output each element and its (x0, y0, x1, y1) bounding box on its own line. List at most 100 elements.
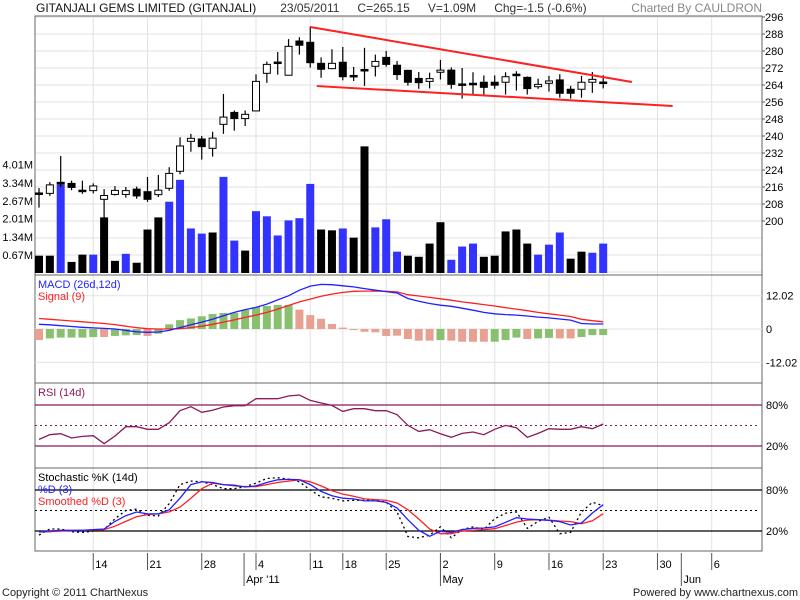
candle-body (89, 185, 98, 192)
volume-axis-label: 1.34M (2, 232, 33, 244)
candle-body (317, 62, 326, 70)
month-label: Apr '11 (246, 574, 280, 586)
candle-body (512, 73, 521, 77)
macd-histogram-bar (121, 329, 130, 336)
candle-body (78, 189, 87, 193)
volume-bar (121, 253, 130, 273)
macd-histogram-bar (295, 309, 304, 329)
macd-histogram-bar (512, 329, 521, 338)
candle-body (382, 56, 391, 65)
candle-body (544, 80, 553, 84)
volume-bar (490, 255, 499, 273)
candle-body (577, 81, 586, 90)
candle-body (469, 82, 477, 86)
powered-by-link[interactable]: Powered by www.chartnexus.com (632, 587, 798, 599)
volume-bar (599, 243, 608, 273)
x-tick-label: 21 (150, 559, 162, 571)
macd-histogram-bar (78, 329, 87, 338)
volume-bar (35, 255, 43, 273)
macd-histogram-bar (327, 324, 336, 329)
macd-histogram-bar (241, 309, 250, 329)
candle-body (241, 113, 250, 120)
volume-bar (393, 251, 402, 273)
candle-body (555, 79, 564, 94)
macd-histogram-bar (425, 329, 434, 341)
volume-bar (100, 217, 109, 273)
chart-title: GITANJALI GEMS LIMITED (GITANJALI) (36, 1, 257, 15)
candle-body (566, 88, 575, 94)
price-axis-label: 200 (765, 216, 783, 228)
volume-axis-label: 2.01M (2, 214, 33, 226)
macd-histogram-bar (67, 329, 76, 338)
macd-histogram-bar (479, 329, 488, 342)
candle-body (436, 69, 445, 73)
candle-body (45, 184, 54, 194)
volume-bar (197, 233, 206, 273)
month-label: May (442, 574, 463, 586)
macd-histogram-bar (284, 304, 293, 329)
volume-bar (523, 243, 532, 273)
macd-histogram-bar (371, 329, 380, 333)
price-axis-label: 216 (765, 182, 783, 194)
volume-bar (349, 237, 358, 273)
volume-bar (154, 217, 163, 273)
volume-bar (414, 256, 423, 273)
x-tick-label: 6 (714, 559, 720, 571)
macd-histogram-bar (436, 329, 445, 341)
volume-bar (382, 219, 391, 273)
volume-bar (555, 232, 564, 273)
x-tick-label: 2 (442, 559, 448, 571)
trendline-upper (310, 26, 633, 84)
volume-axis-label: 0.67M (2, 250, 33, 262)
month-label: Jun (683, 574, 701, 586)
candle-body (534, 83, 543, 88)
macd-histogram-bar (219, 312, 228, 329)
candle-body (360, 68, 369, 72)
candle-body (67, 182, 76, 188)
candle-body (35, 192, 43, 195)
rsi-line (38, 394, 604, 445)
x-tick-label: 30 (659, 559, 671, 571)
volume-bar (67, 261, 76, 273)
candle-body (393, 64, 402, 76)
macd-histogram-bar (360, 329, 369, 332)
candle-body (501, 76, 510, 83)
rsi-panel (34, 382, 763, 469)
price-axis-label: 264 (765, 80, 783, 92)
stochastic-d-line (38, 478, 604, 538)
volume-bar (143, 229, 152, 273)
charted-by: Charted By CAULDRON (631, 1, 762, 15)
candle-body (479, 81, 488, 88)
volume-bar (56, 184, 65, 273)
volume-bar (425, 243, 434, 273)
x-tick-label: 23 (605, 559, 617, 571)
volume-bar (403, 255, 412, 273)
candle-body (295, 40, 304, 46)
candle-body (230, 111, 239, 120)
price-axis-label: 288 (765, 29, 783, 41)
candle-body (100, 195, 109, 200)
candle-body (121, 190, 130, 195)
candle-body (219, 116, 228, 125)
macd-histogram-bar (566, 329, 575, 339)
x-tick-label: 11 (312, 559, 323, 571)
x-tick-label: 4 (258, 559, 264, 571)
signal-line (38, 290, 604, 330)
quote-date: 23/05/2011 (280, 1, 340, 15)
volume-bar (577, 251, 586, 273)
volume-bar (186, 228, 195, 273)
candle-body (208, 137, 217, 149)
macd-histogram-bar (393, 329, 402, 336)
macd-histogram-bar (403, 329, 412, 339)
macd-histogram-bar (414, 329, 423, 341)
candle-body (176, 145, 185, 172)
volume-bar (544, 244, 553, 273)
volume-axis-label: 2.67M (2, 196, 33, 208)
volume-axis-label: 3.34M (2, 178, 33, 190)
macd-histogram-bar (447, 329, 456, 341)
macd-histogram-bar (544, 329, 553, 338)
volume-bar (458, 246, 467, 273)
candle-body (414, 77, 423, 84)
macd-histogram-bar (490, 329, 499, 342)
